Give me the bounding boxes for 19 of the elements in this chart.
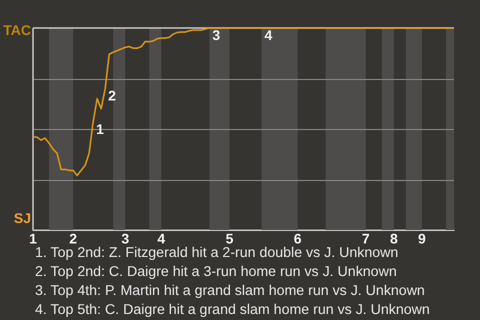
x-tick-label: 7 [362, 230, 370, 246]
x-tick-label: 2 [69, 230, 78, 246]
x-tick-label: 5 [226, 230, 234, 246]
x-tick-label: 4 [157, 230, 166, 246]
annotation: 4 [264, 26, 273, 43]
x-tick-label: 6 [294, 230, 302, 246]
x-tick-label: 1 [29, 230, 38, 246]
x-tick-label: 3 [121, 230, 130, 246]
text: SJ [14, 210, 31, 226]
text: 1. Top 2nd: Z. Fitzgerald hit a 2-run double vs J. Unknown [35, 245, 398, 261]
annotation: 3 [212, 26, 220, 43]
annotation: 2 [108, 87, 116, 104]
x-tick-label: 8 [390, 230, 398, 246]
text: 3. Top 4th: P. Martin hit a grand slam home run vs J. Unknown [35, 282, 426, 301]
text: 4. Top 5th: C. Daigre hit a grand slam home run vs J. Unknown [35, 301, 430, 320]
text: 2. Top 2nd: C. Daigre hit a 3-run home run vs J. Unknown [35, 263, 398, 282]
annotation: 1 [96, 120, 104, 137]
text: TAC [3, 22, 31, 38]
x-tick-label: 9 [418, 230, 426, 246]
